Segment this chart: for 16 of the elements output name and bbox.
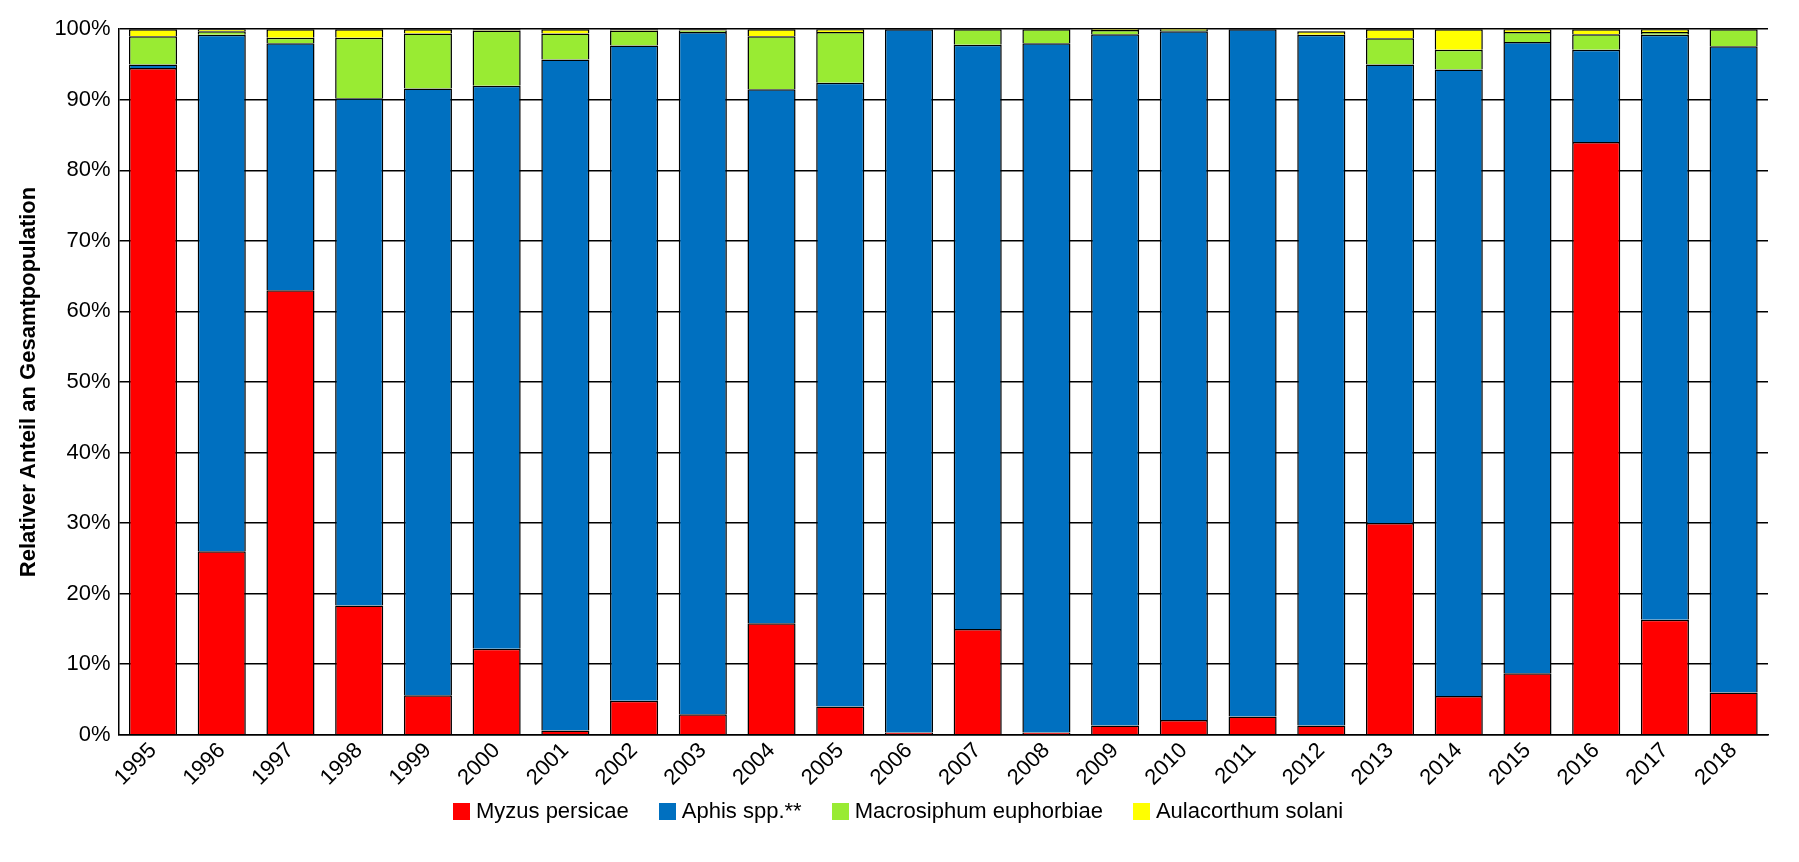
- y-axis-title: Relativer Anteil an Gesamtpopulation: [15, 186, 41, 578]
- legend-label: Myzus persicae: [475, 798, 629, 824]
- y-tick-label: 90%: [66, 85, 111, 111]
- y-tick-label: 20%: [66, 579, 111, 605]
- y-tick-label: 50%: [66, 368, 111, 394]
- y-tick-label: 30%: [66, 509, 111, 535]
- y-tick-label: 0%: [78, 720, 111, 746]
- legend-label: Aulacorthum solani: [1155, 798, 1344, 824]
- y-tick-label: 60%: [66, 297, 111, 323]
- y-tick-label: 80%: [66, 156, 111, 182]
- y-tick-label: 100%: [54, 15, 111, 41]
- y-tick-label: 10%: [66, 650, 111, 676]
- legend-label: Aphis spp.**: [681, 798, 802, 824]
- y-tick-label: 70%: [66, 226, 111, 252]
- legend-label: Macrosiphum euphorbiae: [854, 798, 1103, 824]
- y-tick-label: 40%: [66, 438, 111, 464]
